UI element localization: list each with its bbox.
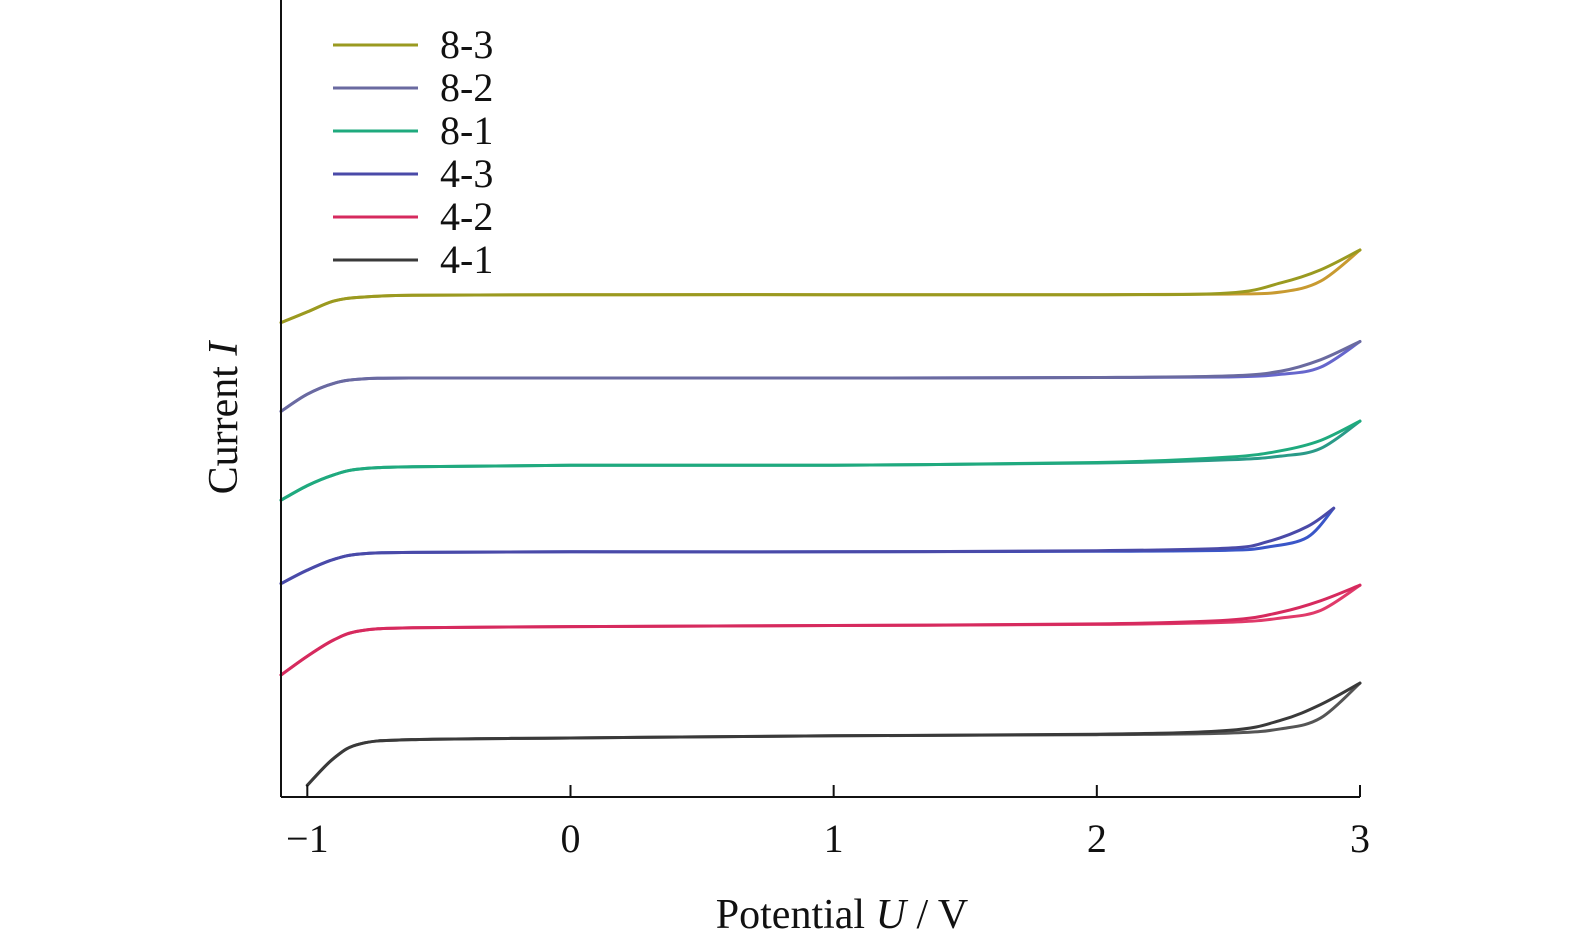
x-axis-title: Potential U / V — [716, 892, 968, 938]
legend-label: 4-1 — [440, 237, 493, 282]
x-axis-title-suffix: / V — [906, 892, 968, 938]
legend-label: 4-2 — [440, 194, 493, 239]
x-tick-label: 0 — [560, 816, 580, 861]
x-axis-title-var: U — [876, 892, 909, 938]
legend-item: 4-3 — [333, 151, 493, 196]
series-layer — [279, 248, 1362, 787]
x-tick-label: 1 — [824, 816, 844, 861]
series-4-3 — [279, 506, 1336, 586]
series-8-3 — [279, 248, 1362, 325]
series-8-2 — [279, 340, 1362, 413]
legend-label: 8-2 — [440, 65, 493, 110]
series-8-1 — [279, 419, 1362, 502]
x-axis-title-prefix: Potential — [716, 892, 876, 938]
series-4-2 — [279, 583, 1362, 677]
x-tick-label: 3 — [1350, 816, 1370, 861]
legend-item: 8-3 — [333, 22, 493, 67]
series-line-upper — [279, 419, 1362, 502]
series-line-lower — [305, 681, 1362, 787]
y-axis-title-var: I — [201, 340, 247, 357]
legend-label: 8-1 — [440, 108, 493, 153]
legend-label: 4-3 — [440, 151, 493, 196]
series-line-lower — [279, 419, 1362, 502]
legend-item: 4-1 — [333, 237, 493, 282]
series-line-upper — [279, 506, 1336, 586]
x-tick-label: 2 — [1087, 816, 1107, 861]
series-line-upper — [279, 583, 1362, 677]
y-axis-title: Current I — [201, 340, 247, 495]
series-line-lower — [279, 583, 1362, 677]
legend-item: 4-2 — [333, 194, 493, 239]
y-axis-title-prefix: Current — [201, 356, 247, 495]
x-tick-label: −1 — [286, 816, 329, 861]
series-line-upper — [279, 340, 1362, 413]
legend: 8-38-28-14-34-24-1 — [333, 22, 493, 282]
x-ticks: −1 0 1 2 3 — [286, 785, 1370, 861]
series-line-upper — [279, 248, 1362, 325]
legend-item: 8-2 — [333, 65, 493, 110]
series-line-upper — [305, 681, 1362, 787]
axes-layer — [280, 0, 1360, 798]
series-4-1 — [305, 681, 1362, 787]
series-line-lower — [279, 506, 1336, 586]
legend-item: 8-1 — [333, 108, 493, 153]
legend-label: 8-3 — [440, 22, 493, 67]
